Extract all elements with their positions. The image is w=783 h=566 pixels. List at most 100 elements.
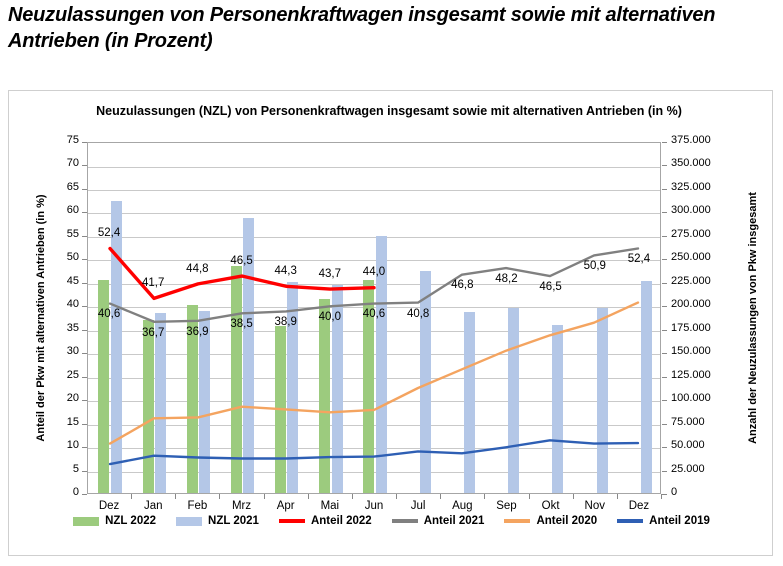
y-axis-right-tick-mark <box>662 259 667 261</box>
y-axis-right-tick-mark <box>662 235 667 237</box>
bar-nzl-2022 <box>98 279 110 493</box>
legend-item[interactable]: Anteil 2019 <box>617 515 710 527</box>
x-axis-tick-label: Feb <box>187 500 208 512</box>
legend-swatch-icon <box>391 519 418 523</box>
x-axis-tick-label: Dez <box>628 500 650 512</box>
chart-title: Neuzulassungen (NZL) von Personenkraftwa… <box>96 104 682 118</box>
y-axis-right-tick-label: 75.000 <box>671 415 705 428</box>
y-axis-right-tick-mark <box>662 306 667 308</box>
x-axis-tick-mark <box>440 494 442 499</box>
x-axis-tick-mark <box>616 494 618 499</box>
legend-item[interactable]: Anteil 2021 <box>391 515 485 527</box>
y-axis-right-tick-label: 25.000 <box>671 462 705 475</box>
y-axis-left-tick-label: 20 <box>66 392 79 405</box>
y-axis-left-tick-mark <box>82 353 87 355</box>
bar-nzl-2021 <box>375 236 387 493</box>
x-axis-tick-mark <box>307 494 309 499</box>
y-axis-right-tick-label: 100.000 <box>671 392 711 405</box>
x-axis-tick-label: Sep <box>496 500 517 512</box>
y-axis-left-tick-label: 5 <box>72 462 79 475</box>
bar-nzl-2021 <box>508 308 520 493</box>
legend-label: Anteil 2021 <box>423 515 485 527</box>
plot-area <box>87 142 661 494</box>
line-anteil-2019 <box>108 439 640 466</box>
line-anteil-2020 <box>108 301 640 445</box>
line-series-group <box>108 246 640 466</box>
y-axis-right-tick-label: 350.000 <box>671 157 711 170</box>
bar-nzl-2021 <box>155 313 166 493</box>
legend-swatch-icon <box>504 519 531 523</box>
y-axis-left-tick-mark <box>82 423 87 425</box>
bar-nzl-2021 <box>552 325 564 493</box>
y-axis-left-tick-mark <box>82 259 87 261</box>
y-axis-right-tick-label: 150.000 <box>671 345 711 358</box>
y-axis-right-tick-label: 375.000 <box>671 134 711 146</box>
data-label: 43,7 <box>318 267 342 280</box>
line-anteil-2022 <box>108 246 376 301</box>
y-axis-right-tick-label: 50.000 <box>671 439 705 452</box>
legend-item[interactable]: Anteil 2022 <box>278 515 372 527</box>
x-axis-tick-mark <box>175 494 177 499</box>
bar-nzl-2021 <box>331 285 343 493</box>
y-axis-left-tick-mark <box>82 447 87 449</box>
y-axis-left-tick-mark <box>82 165 87 167</box>
x-axis-tick-mark <box>484 494 486 499</box>
x-axis-tick-label: Okt <box>541 500 560 512</box>
x-axis-tick-label: Dez <box>98 500 120 512</box>
legend-item[interactable]: NZL 2021 <box>176 515 259 527</box>
y-axis-right-tick-mark <box>662 447 667 449</box>
gridline <box>88 213 660 215</box>
bar-nzl-2022 <box>142 320 154 493</box>
y-axis-left-tick-mark <box>82 329 87 331</box>
x-axis-tick-label: Jan <box>143 500 163 512</box>
y-axis-right-tick-label: 250.000 <box>671 251 711 264</box>
y-axis-left-tick-mark <box>82 400 87 402</box>
bar-nzl-2021 <box>110 201 122 493</box>
page-title: Neuzulassungen von Personenkraftwagen in… <box>8 4 716 53</box>
x-axis-tick-label: Mrz <box>231 500 252 512</box>
chart-container: Neuzulassungen (NZL) von Personenkraftwa… <box>8 90 773 556</box>
x-axis-tick-label: Jun <box>364 500 384 512</box>
legend-item[interactable]: Anteil 2020 <box>504 515 597 527</box>
legend-item[interactable]: NZL 2022 <box>73 515 156 527</box>
y-axis-left-tick-label: 25 <box>66 368 79 381</box>
y-axis-right-tick-label: 225.000 <box>671 274 711 287</box>
data-label: 46,5 <box>230 254 253 267</box>
bar-nzl-2022 <box>186 305 198 493</box>
y-axis-right-tick-mark <box>662 329 667 331</box>
y-axis-left-tick-label: 45 <box>66 274 79 287</box>
bar-nzl-2022 <box>230 266 242 493</box>
data-label: 50,9 <box>583 260 606 273</box>
line-anteil-2021 <box>108 247 640 323</box>
x-axis-tick-mark <box>219 494 221 499</box>
data-label: 44,8 <box>186 262 209 275</box>
x-axis-tick-mark <box>572 494 574 499</box>
y-axis-left-tick-mark <box>82 142 87 143</box>
y-axis-left-tick-label: 40 <box>66 298 79 311</box>
legend-label: Anteil 2022 <box>310 515 372 527</box>
data-label: 36,7 <box>142 326 165 339</box>
x-axis-tick-label: Aug <box>452 500 473 512</box>
y-axis-right-tick-mark <box>662 423 667 425</box>
data-label: 44,3 <box>274 265 297 278</box>
y-axis-right-tick-label: 200.000 <box>671 298 711 311</box>
data-label: 44,0 <box>362 266 386 279</box>
y-axis-left-tick-label: 75 <box>66 134 79 146</box>
data-label: 48,2 <box>495 272 518 285</box>
y-axis-right-tick-label: 0 <box>671 486 678 498</box>
y-axis-right-tick-label: 275.000 <box>671 227 711 240</box>
y-axis-left-tick-label: 15 <box>66 415 79 428</box>
y-axis-right-tick-label: 325.000 <box>671 180 711 193</box>
y-axis-right-tick-label: 300.000 <box>671 204 711 217</box>
y-axis-left-tick-mark <box>82 376 87 378</box>
y-axis-left-title: Anteil der Pkw mit alternativen Antriebe… <box>35 194 47 442</box>
x-axis-tick-mark <box>131 494 133 499</box>
data-label: 38,5 <box>230 318 253 331</box>
legend-label: NZL 2021 <box>208 515 259 527</box>
y-axis-left-tick-label: 65 <box>66 180 79 193</box>
y-axis-left-tick-label: 55 <box>66 227 79 240</box>
x-axis-tick-mark <box>528 494 530 499</box>
chart-legend: NZL 2022 NZL 2021 Anteil 2022 Anteil 2021 An… <box>9 515 774 527</box>
data-label: 40,8 <box>406 307 430 320</box>
x-axis-tick-label: Apr <box>276 500 295 512</box>
